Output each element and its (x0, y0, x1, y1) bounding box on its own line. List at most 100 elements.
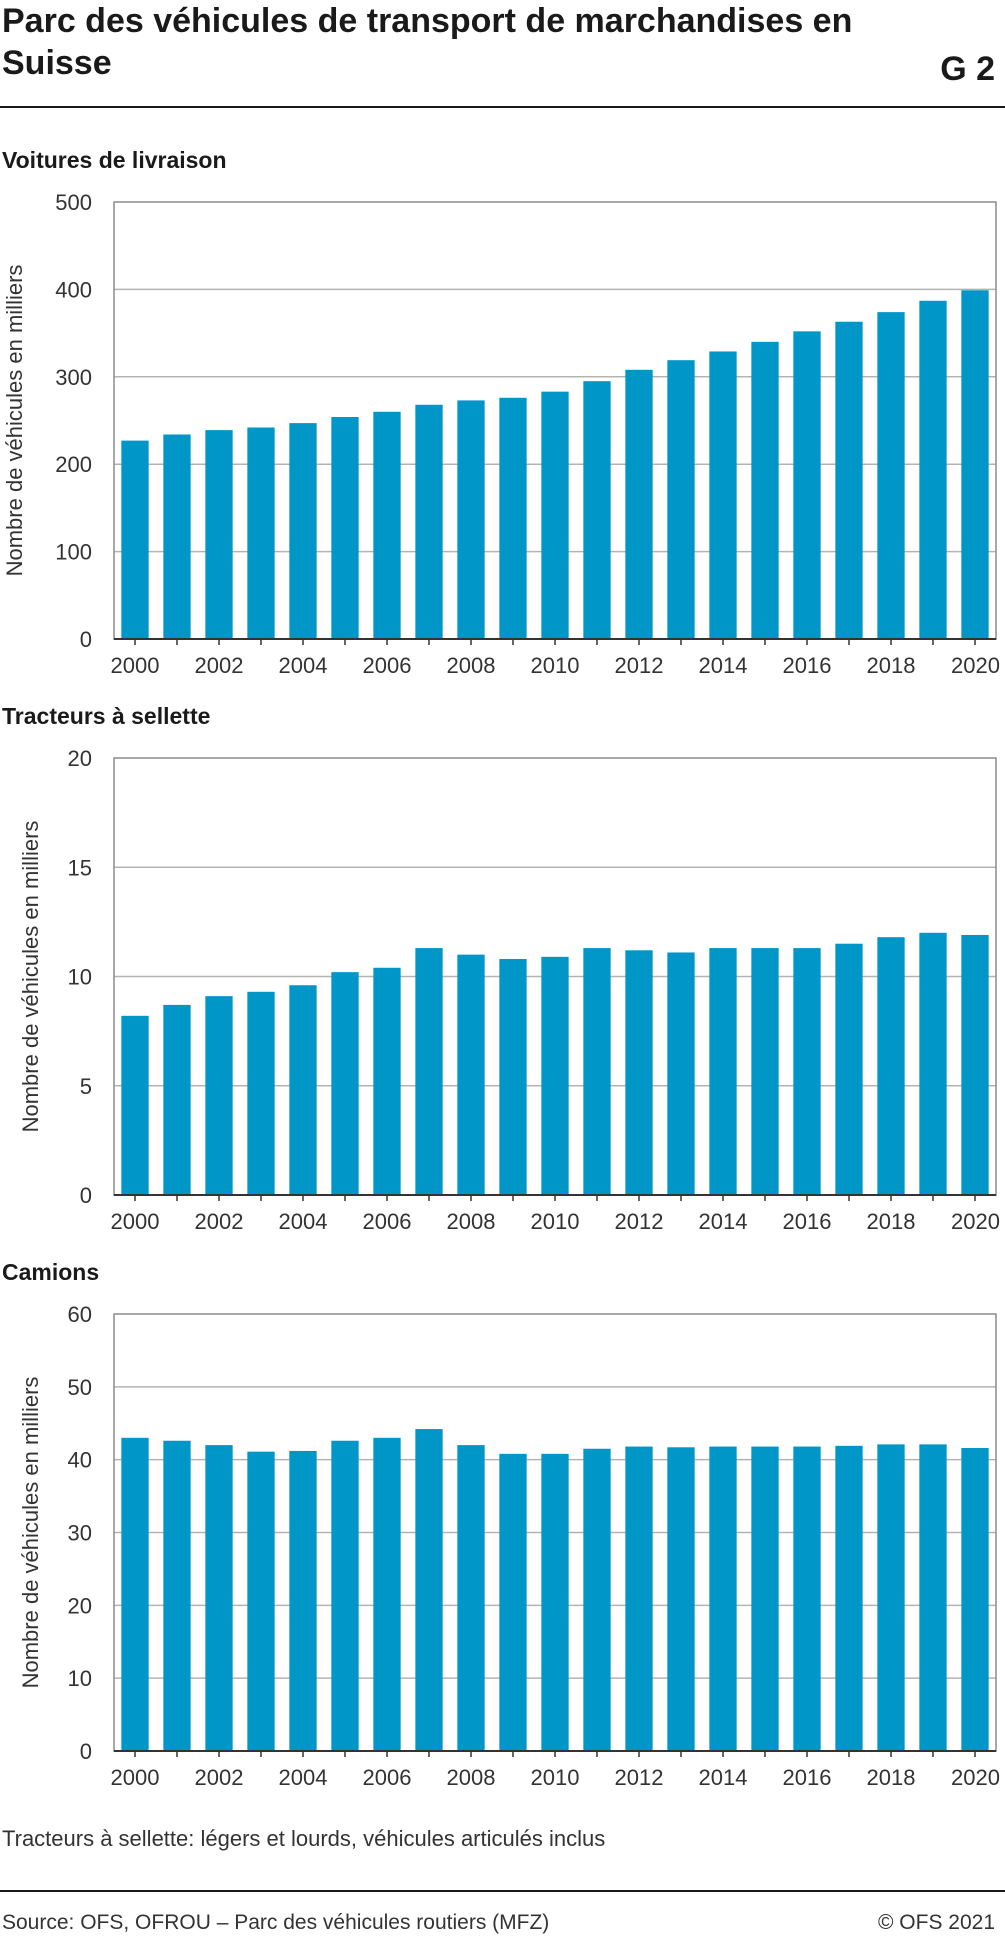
chart-title: Camions (2, 1259, 99, 1285)
y-axis-label: Nombre de véhicules en milliers (18, 821, 43, 1133)
x-tick-label: 2008 (447, 653, 496, 678)
bar-2007 (415, 404, 443, 639)
bar-2002 (205, 1445, 233, 1751)
y-tick-label: 5 (80, 1074, 92, 1099)
bar-2014 (709, 351, 737, 639)
x-tick-label: 2016 (783, 1209, 832, 1234)
x-tick-label: 2020 (951, 653, 1000, 678)
source-note: Source: OFS, OFROU – Parc des véhicules … (2, 1911, 550, 1934)
y-tick-label: 0 (80, 627, 92, 652)
y-tick-label: 400 (55, 277, 92, 302)
footnote: Tracteurs à sellette: légers et lourds, … (2, 1826, 606, 1851)
header-rule (0, 106, 1005, 108)
bar-2001 (163, 1004, 191, 1195)
x-tick-label: 2020 (951, 1209, 1000, 1234)
x-tick-label: 2006 (363, 1209, 412, 1234)
x-tick-label: 2018 (867, 1765, 916, 1790)
x-tick-label: 2004 (279, 653, 328, 678)
bar-2019 (919, 1444, 947, 1751)
x-tick-label: 2010 (531, 653, 580, 678)
bar-2017 (835, 321, 863, 639)
bar-2005 (331, 417, 359, 639)
bar-2001 (163, 1440, 191, 1751)
bar-2013 (667, 952, 695, 1195)
bar-2014 (709, 1446, 737, 1751)
x-tick-label: 2008 (447, 1209, 496, 1234)
bar-2011 (583, 948, 611, 1195)
bar-2018 (877, 312, 905, 639)
chart-panel-tracteurs: Tracteurs à sellette Nombre de véhicules … (2, 703, 1000, 1234)
bar-2012 (625, 369, 653, 639)
x-tick-label: 2014 (699, 1765, 748, 1790)
y-tick-label: 15 (68, 855, 92, 880)
footer-rule (0, 1890, 1005, 1892)
bar-2019 (919, 932, 947, 1195)
bar-2019 (919, 300, 947, 639)
bar-2004 (289, 423, 317, 639)
bar-2008 (457, 954, 485, 1195)
y-tick-label: 40 (68, 1448, 92, 1473)
x-tick-label: 2010 (531, 1765, 580, 1790)
chart-title: Voitures de livraison (2, 147, 227, 173)
x-tick-label: 2018 (867, 1209, 916, 1234)
bar-2016 (793, 948, 821, 1195)
chart-panel-livraison: Voitures de livraison Nombre de véhicules… (2, 147, 1000, 678)
bar-2004 (289, 1450, 317, 1751)
bar-2020 (961, 934, 989, 1195)
x-tick-label: 2000 (111, 1209, 160, 1234)
x-tick-label: 2000 (111, 1765, 160, 1790)
bar-2005 (331, 972, 359, 1195)
y-tick-label: 10 (68, 965, 92, 990)
y-tick-label: 0 (80, 1183, 92, 1208)
x-tick-label: 2002 (195, 1209, 244, 1234)
bar-2000 (121, 440, 149, 639)
bar-2006 (373, 967, 401, 1195)
x-tick-label: 2014 (699, 653, 748, 678)
bar-2007 (415, 1429, 443, 1751)
bar-2016 (793, 331, 821, 639)
bar-2010 (541, 956, 569, 1195)
bar-2011 (583, 381, 611, 639)
x-tick-label: 2016 (783, 1765, 832, 1790)
page-title: Parc des véhicules de transport de march… (2, 2, 853, 82)
bar-2017 (835, 1445, 863, 1751)
x-tick-label: 2000 (111, 653, 160, 678)
x-tick-label: 2004 (279, 1209, 328, 1234)
bar-2009 (499, 1453, 527, 1751)
bar-2002 (205, 430, 233, 639)
bar-2018 (877, 1444, 905, 1751)
x-tick-label: 2018 (867, 653, 916, 678)
x-tick-label: 2002 (195, 653, 244, 678)
bar-2007 (415, 948, 443, 1195)
copyright: © OFS 2021 (877, 1911, 995, 1934)
bar-2001 (163, 434, 191, 639)
bar-2015 (751, 341, 779, 639)
y-tick-label: 200 (55, 452, 92, 477)
x-tick-label: 2012 (615, 653, 664, 678)
bar-2020 (961, 290, 989, 639)
bar-2017 (835, 943, 863, 1195)
bar-2015 (751, 1446, 779, 1751)
y-tick-label: 10 (68, 1666, 92, 1691)
y-tick-label: 300 (55, 365, 92, 390)
bar-2008 (457, 400, 485, 639)
bar-2012 (625, 950, 653, 1195)
x-tick-label: 2006 (363, 653, 412, 678)
x-tick-label: 2010 (531, 1209, 580, 1234)
chart-title: Tracteurs à sellette (2, 703, 210, 729)
y-tick-label: 50 (68, 1375, 92, 1400)
y-tick-label: 500 (55, 190, 92, 215)
x-tick-label: 2004 (279, 1765, 328, 1790)
bar-2018 (877, 937, 905, 1195)
bar-2008 (457, 1445, 485, 1751)
y-tick-label: 100 (55, 540, 92, 565)
bar-2014 (709, 948, 737, 1195)
x-tick-label: 2016 (783, 653, 832, 678)
bar-2002 (205, 996, 233, 1195)
bar-2003 (247, 427, 275, 639)
x-tick-label: 2020 (951, 1765, 1000, 1790)
bar-2006 (373, 411, 401, 639)
x-tick-label: 2006 (363, 1765, 412, 1790)
x-tick-label: 2012 (615, 1209, 664, 1234)
x-tick-label: 2002 (195, 1765, 244, 1790)
